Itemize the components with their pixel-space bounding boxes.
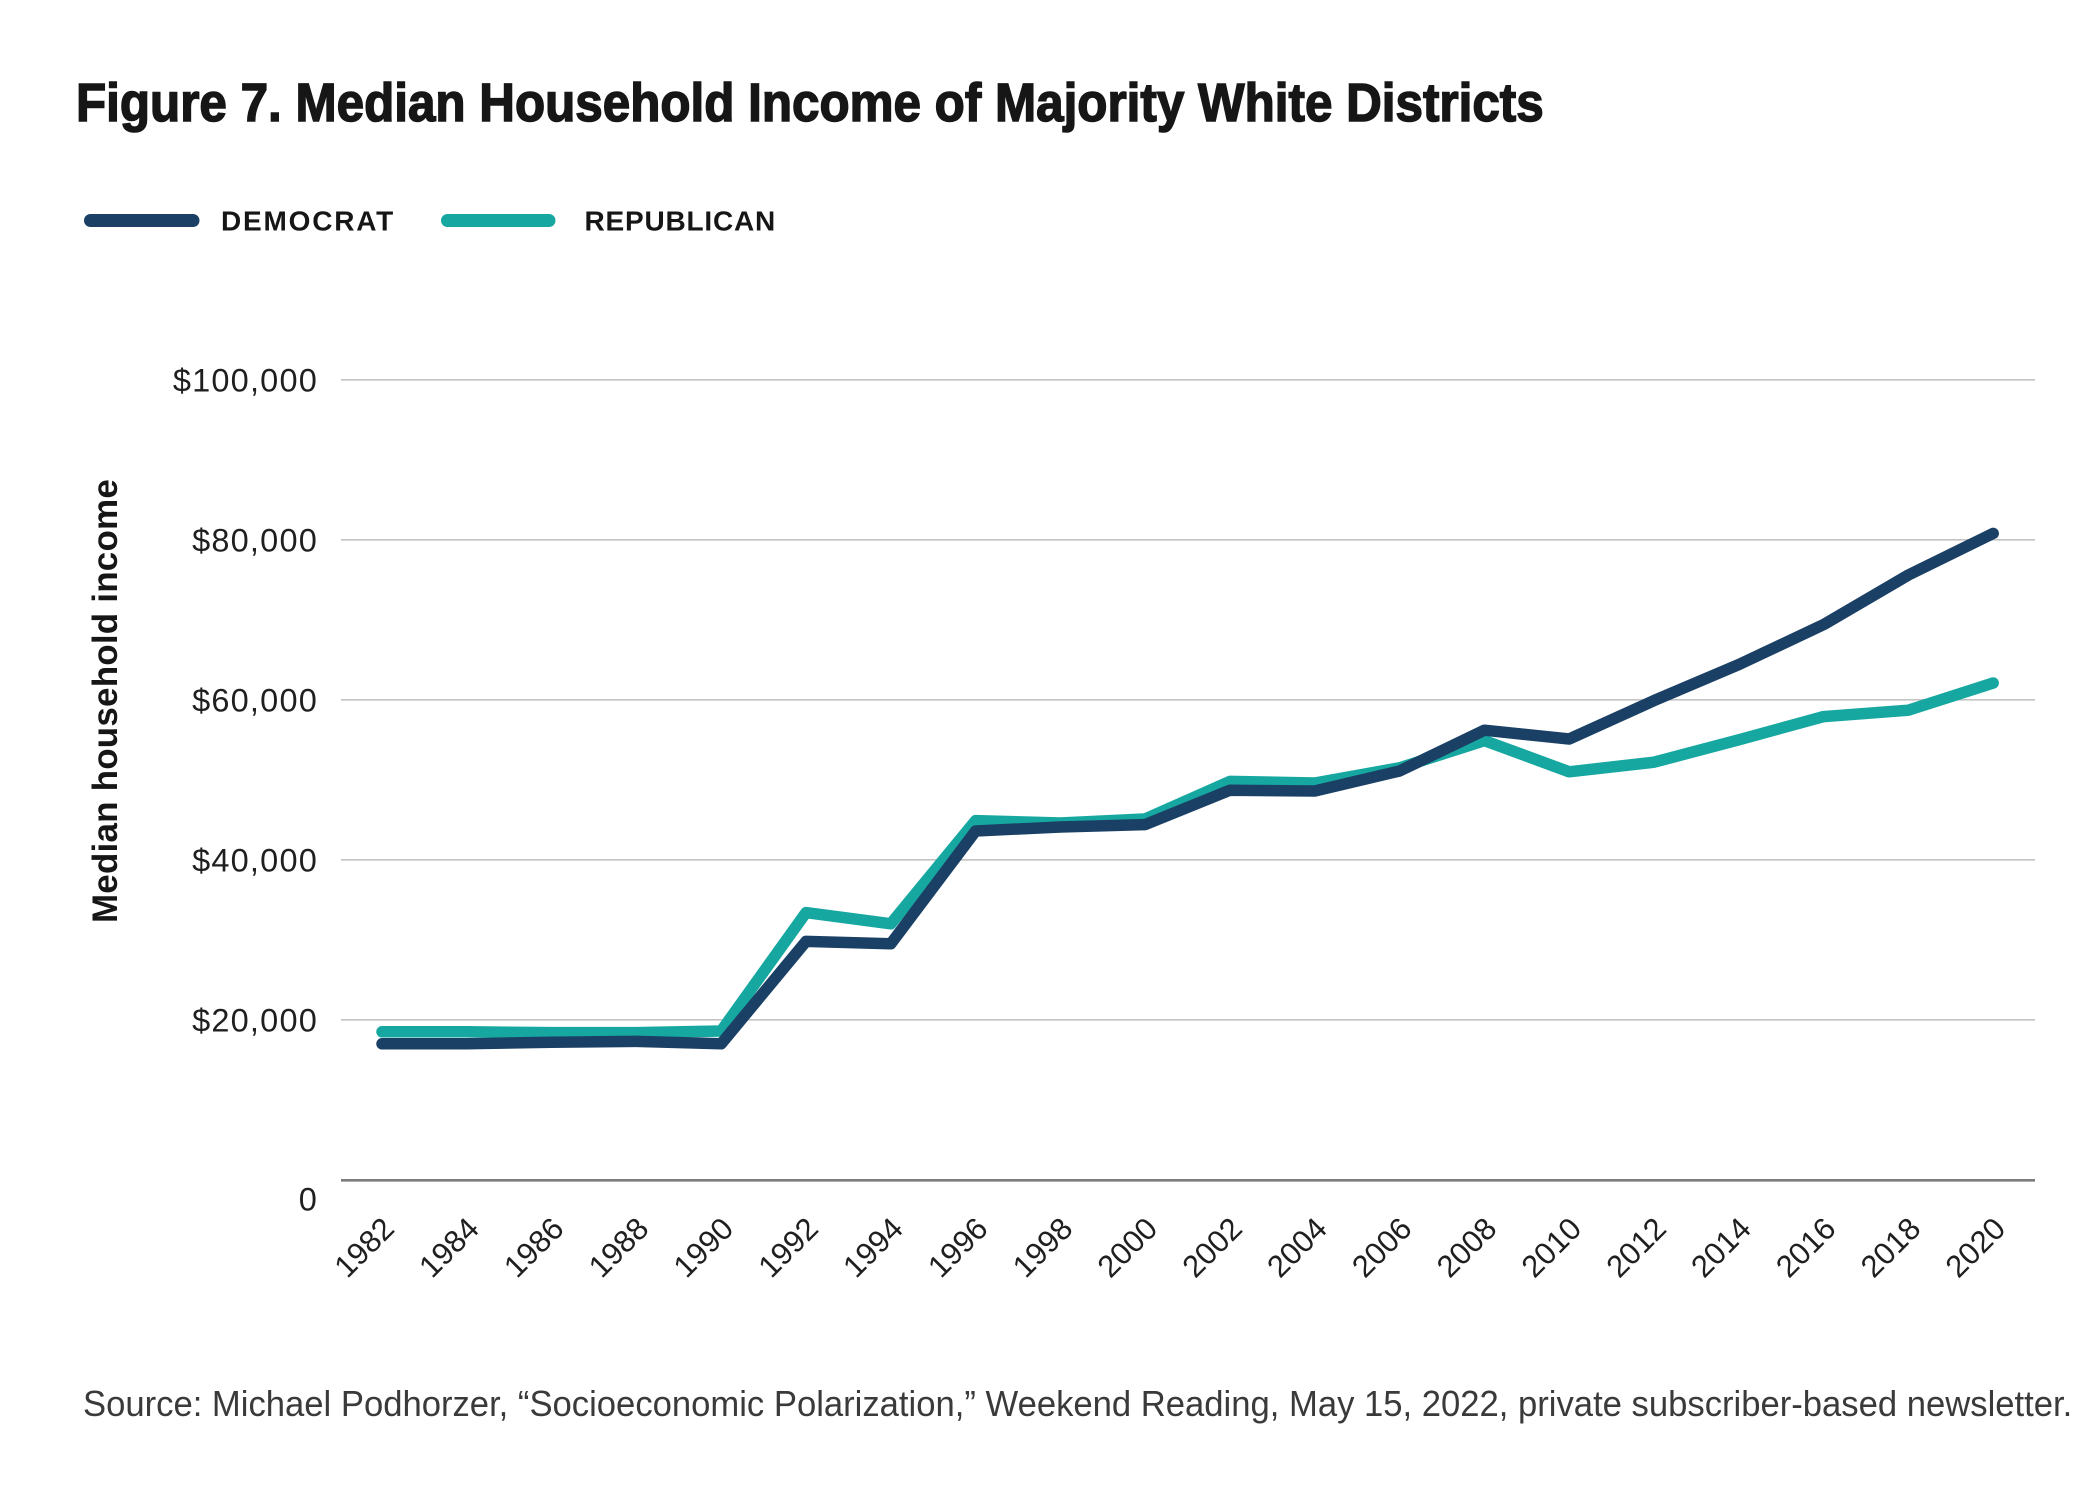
svg-text:Figure 7. Median Household Inc: Figure 7. Median Household Income of Maj… bbox=[76, 72, 1544, 133]
svg-text:Median household income: Median household income bbox=[86, 479, 125, 923]
svg-text:DEMOCRAT: DEMOCRAT bbox=[221, 206, 395, 237]
svg-text:$40,000: $40,000 bbox=[192, 842, 318, 878]
svg-text:0: 0 bbox=[299, 1182, 318, 1218]
svg-text:$100,000: $100,000 bbox=[173, 362, 318, 398]
svg-text:REPUBLICAN: REPUBLICAN bbox=[585, 206, 777, 237]
svg-text:$60,000: $60,000 bbox=[192, 682, 318, 718]
svg-text:$20,000: $20,000 bbox=[192, 1002, 318, 1038]
svg-text:Source: Michael Podhorzer, “So: Source: Michael Podhorzer, “Socioeconomi… bbox=[83, 1384, 2072, 1424]
svg-text:$80,000: $80,000 bbox=[192, 522, 318, 558]
